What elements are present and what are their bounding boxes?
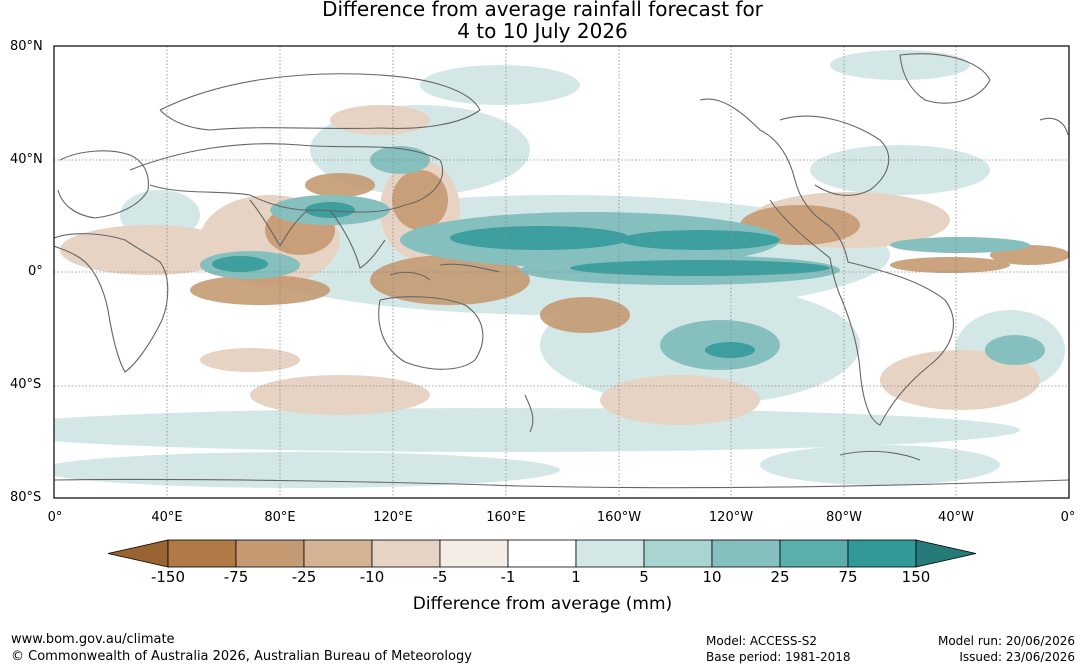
map-title-line1: Difference from average rainfall forecas… — [322, 0, 763, 21]
footer-model-run: Model run: 20/06/2026 — [937, 634, 1075, 648]
footer-issued: Issued: 23/06/2026 — [959, 650, 1075, 664]
lat-label-0: 0° — [28, 264, 43, 279]
colorbar-segment — [439, 539, 509, 568]
lon-label-160w: 160°W — [596, 510, 642, 525]
lat-label-40n: 40°N — [10, 152, 43, 167]
colorbar-tick-label: -10 — [359, 568, 385, 586]
lon-label-0-left: 0° — [47, 510, 63, 525]
colorbar-extend-low — [107, 539, 169, 568]
colorbar-tick-label: -25 — [291, 568, 317, 586]
footer-model: Model: ACCESS-S2 — [706, 634, 818, 648]
colorbar-segment — [167, 539, 237, 568]
colorbar-tick-label: -5 — [432, 568, 448, 586]
colorbar-tick-label: 150 — [901, 568, 931, 586]
light-wet-regions — [54, 50, 1065, 488]
lon-label-40w: 40°W — [938, 510, 974, 525]
lon-label-80w: 80°W — [826, 510, 862, 525]
lon-label-120e: 120°E — [373, 510, 413, 525]
footer-url: www.bom.gov.au/climate — [11, 632, 175, 647]
colorbar-tick-label: 1 — [571, 568, 581, 586]
colorbar-segment — [507, 539, 577, 568]
colorbar-tick-label: 10 — [702, 568, 722, 586]
colorbar-segment — [371, 539, 441, 568]
lon-label-80e: 80°E — [264, 510, 296, 525]
footer-copyright: © Commonwealth of Australia 2026, Austra… — [11, 649, 472, 664]
colorbar-tick-label: -150 — [150, 568, 186, 586]
colorbar-segment — [303, 539, 373, 568]
colorbar-tick-label: -75 — [223, 568, 249, 586]
lon-label-40e: 40°E — [151, 510, 183, 525]
colorbar-segment — [643, 539, 713, 568]
colorbar-segment — [235, 539, 305, 568]
footer-base-period: Base period: 1981-2018 — [706, 650, 851, 664]
colorbar-title: Difference from average (mm) — [412, 594, 673, 614]
colorbar-tick-label: 75 — [838, 568, 858, 586]
colorbar — [107, 539, 977, 568]
colorbar-tick-label: 5 — [639, 568, 649, 586]
colorbar-tick-label: -1 — [500, 568, 516, 586]
lat-label-80s: 80°S — [10, 490, 42, 505]
map-frame — [53, 45, 1070, 499]
colorbar-segment — [847, 539, 917, 568]
lat-label-40s: 40°S — [10, 377, 42, 392]
graticule — [54, 46, 1069, 498]
colorbar-segment — [779, 539, 849, 568]
lon-label-0-right: 0° — [1060, 510, 1076, 525]
map-plot-area — [54, 46, 1069, 498]
lon-label-160e: 160°E — [486, 510, 526, 525]
coastlines — [54, 53, 1069, 489]
colorbar-segment — [575, 539, 645, 568]
lat-label-80n: 80°N — [10, 39, 43, 54]
map-title-line2: 4 to 10 July 2026 — [457, 19, 628, 43]
lon-label-120w: 120°W — [708, 510, 754, 525]
colorbar-segment — [711, 539, 781, 568]
colorbar-extend-high — [915, 539, 977, 568]
colorbar-tick-label: 25 — [770, 568, 790, 586]
